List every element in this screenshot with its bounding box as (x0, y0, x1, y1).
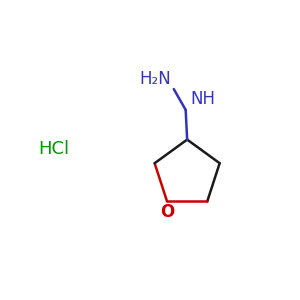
Text: H₂N: H₂N (139, 70, 171, 88)
Text: HCl: HCl (38, 140, 69, 158)
Text: O: O (160, 203, 174, 221)
Text: NH: NH (190, 90, 215, 108)
